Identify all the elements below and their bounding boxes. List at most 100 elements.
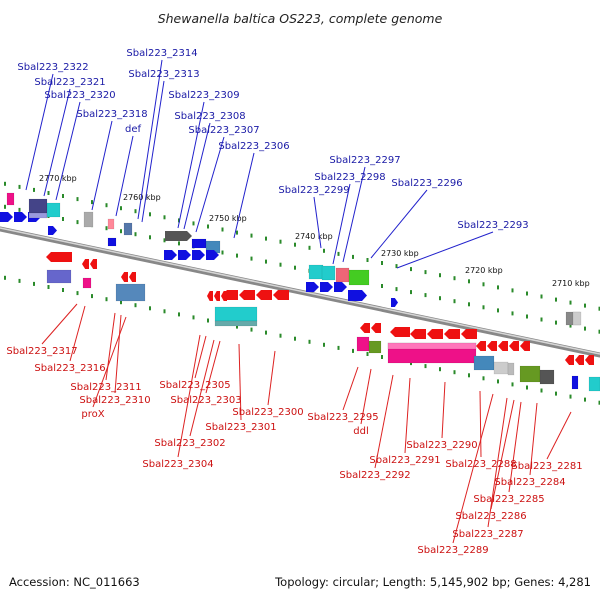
- upper-gene-label: Sbal223_2322: [17, 62, 88, 73]
- lower-gene-label: Sbal223_2302: [154, 438, 225, 449]
- tick-mark: [540, 294, 543, 299]
- upper-gene-label: Sbal223_2297: [329, 155, 400, 166]
- label-connector: [546, 411, 572, 460]
- label-connector: [396, 231, 494, 269]
- tick-mark: [352, 254, 354, 259]
- tick-mark: [105, 226, 108, 231]
- gene-arrow: [214, 291, 220, 301]
- tick-mark: [439, 273, 441, 278]
- tick-mark: [134, 232, 137, 237]
- tick-mark: [236, 253, 238, 258]
- label-connector: [342, 166, 366, 263]
- tick-mark: [120, 300, 122, 305]
- tick-mark: [265, 236, 267, 241]
- gene-arrow: [165, 231, 192, 241]
- tick-mark: [468, 373, 470, 378]
- tick-mark: [497, 308, 499, 313]
- gene-arrow: [461, 329, 477, 339]
- tick-mark: [279, 262, 282, 267]
- upper-gene-label: Sbal223_2299: [278, 185, 349, 196]
- tick-mark: [555, 391, 557, 396]
- gene-arrow: [427, 329, 443, 339]
- tick-mark: [453, 299, 456, 304]
- gene-box: [214, 320, 258, 327]
- upper-gene-label: Sbal223_2309: [168, 90, 239, 101]
- label-connector: [508, 401, 522, 493]
- tick-mark: [18, 184, 21, 189]
- tick-mark: [468, 302, 470, 307]
- gene-arrow: [129, 272, 136, 282]
- tick-mark: [308, 245, 311, 250]
- tick-mark: [207, 224, 209, 229]
- lower-gene-label: Sbal223_2304: [142, 459, 213, 470]
- gene-box: [571, 375, 579, 390]
- tick-mark: [18, 207, 21, 212]
- upper-gene-label: Sbal223_2306: [218, 141, 289, 152]
- tick-mark: [381, 261, 383, 265]
- label-connector: [41, 303, 78, 345]
- gene-arrow: [0, 212, 13, 222]
- tick-mark: [250, 233, 253, 238]
- gene-arrow: [391, 298, 398, 307]
- label-connector: [137, 59, 163, 220]
- gene-box: [368, 340, 382, 354]
- tick-mark: [192, 315, 195, 320]
- gene-arrow: [410, 329, 426, 339]
- label-connector: [490, 399, 515, 510]
- lower-gene-label: Sbal223_2290: [406, 440, 477, 451]
- gene-box: [6, 192, 15, 206]
- gene-box: [214, 306, 258, 322]
- gene-arrow: [192, 250, 205, 260]
- tick-mark: [468, 279, 470, 284]
- tick-mark: [352, 348, 354, 353]
- lower-gene-label: ddl: [353, 426, 368, 437]
- tick-mark: [33, 281, 35, 286]
- label-connector: [43, 88, 71, 197]
- gene-arrow: [239, 290, 255, 300]
- tick-mark: [424, 270, 427, 275]
- lower-gene-label: Sbal223_2287: [452, 529, 523, 540]
- lower-gene-label: Sbal223_2301: [205, 422, 276, 433]
- label-connector: [370, 189, 428, 259]
- gene-arrow: [90, 259, 97, 269]
- label-connector: [233, 152, 255, 239]
- label-connector: [115, 135, 134, 217]
- tick-mark: [540, 388, 543, 393]
- tick-mark: [265, 259, 267, 264]
- tick-mark: [294, 242, 296, 247]
- tick-mark: [482, 376, 485, 381]
- tick-mark: [526, 385, 528, 390]
- accession-text: Accession: NC_011663: [9, 575, 140, 589]
- tick-mark: [569, 300, 572, 305]
- gene-box: [83, 211, 94, 228]
- tick-mark: [511, 288, 514, 293]
- tick-mark: [497, 379, 499, 384]
- genome-backbone: [0, 226, 600, 358]
- label-connector: [114, 314, 122, 394]
- tick-mark: [569, 323, 572, 328]
- upper-gene-label: Sbal223_2318: [76, 109, 147, 120]
- lower-gene-label: Sbal223_2286: [455, 511, 526, 522]
- gene-arrow: [575, 355, 584, 365]
- tick-mark: [308, 339, 311, 344]
- tick-mark: [192, 221, 195, 226]
- lower-gene-label: Sbal223_2281: [511, 461, 582, 472]
- gene-features: [0, 192, 600, 392]
- summary-text: Topology: circular; Length: 5,145,902 bp…: [274, 575, 591, 589]
- upper-gene-label: def: [125, 124, 142, 135]
- tick-mark: [4, 181, 6, 186]
- gene-arrow: [256, 290, 272, 300]
- tick-mark: [584, 326, 586, 331]
- gene-arrow: [320, 282, 333, 292]
- tick-mark: [497, 285, 499, 290]
- label-connector: [360, 368, 372, 425]
- label-connectors: [25, 59, 572, 544]
- tick-mark: [511, 382, 514, 387]
- label-connector: [529, 402, 538, 476]
- lower-gene-label: Sbal223_2292: [339, 470, 410, 481]
- label-connector: [267, 350, 276, 406]
- lower-gene-label: Sbal223_2295: [307, 412, 378, 423]
- gene-arrow: [520, 341, 530, 351]
- tick-mark: [540, 317, 543, 322]
